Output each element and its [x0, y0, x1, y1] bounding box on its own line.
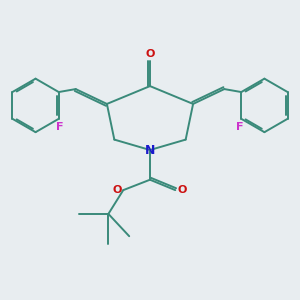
Text: O: O [112, 185, 122, 195]
Text: N: N [145, 143, 155, 157]
Text: F: F [236, 122, 244, 132]
Text: F: F [56, 122, 64, 132]
Text: O: O [145, 49, 155, 59]
Text: O: O [177, 185, 187, 195]
